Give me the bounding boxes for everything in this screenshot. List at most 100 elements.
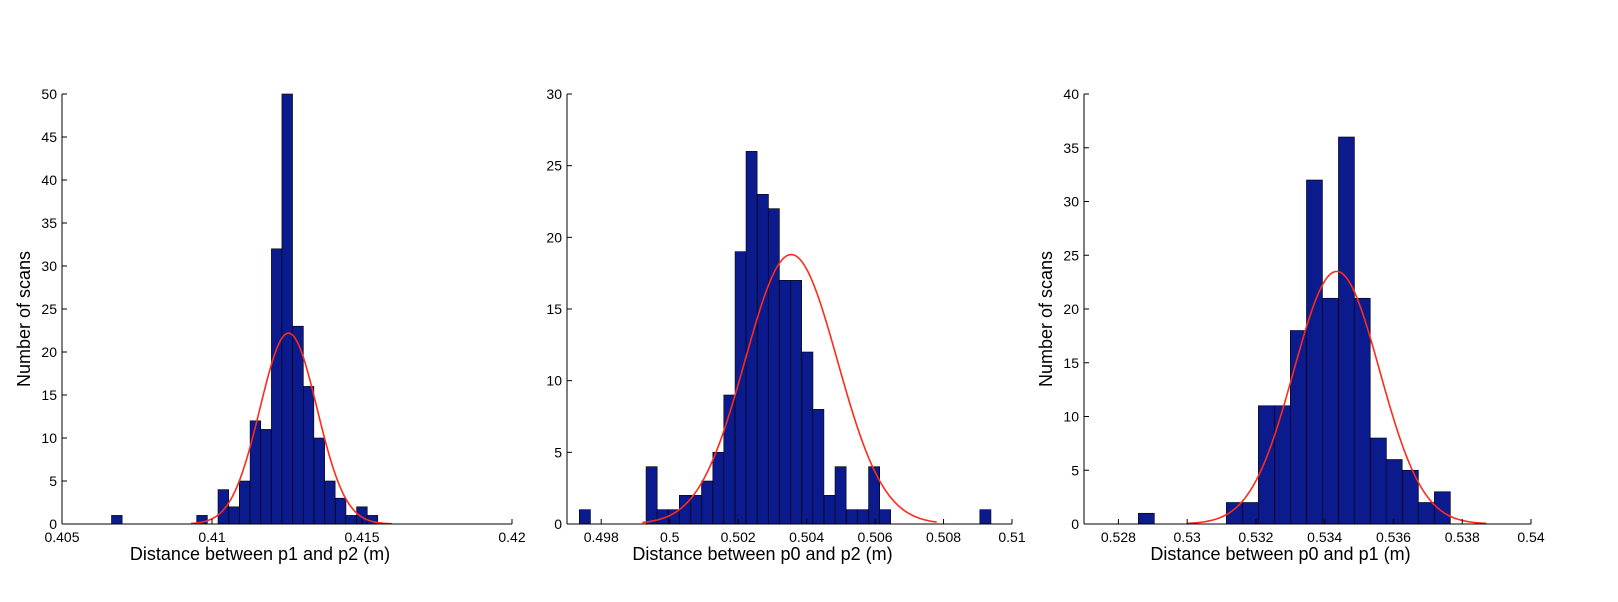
y-tick-label: 0 bbox=[554, 516, 562, 532]
histogram-bar bbox=[324, 480, 336, 525]
histogram-bar bbox=[345, 515, 357, 525]
y-tick-label: 5 bbox=[49, 473, 57, 489]
x-tick-label: 0.5 bbox=[660, 529, 680, 545]
y-tick-label: 20 bbox=[1063, 301, 1079, 317]
histogram-bar bbox=[334, 497, 347, 525]
histogram-bar bbox=[790, 280, 802, 525]
x-tick-label: 0.54 bbox=[1517, 529, 1544, 545]
histogram-bar bbox=[879, 509, 891, 525]
y-tick-label: 15 bbox=[41, 387, 57, 403]
x-tick-label: 0.508 bbox=[926, 529, 961, 545]
y-tick-label: 0 bbox=[1071, 516, 1079, 532]
y-tick-label: 30 bbox=[1063, 194, 1079, 210]
histogram-bar bbox=[979, 509, 992, 525]
histogram-panel-2: 0.498 0.5 0.502 0.504 0.506 0.508 0.51 0 5 10 15 20… bbox=[546, 86, 1025, 564]
x-tick-label: 0.51 bbox=[998, 529, 1025, 545]
y-tick-label: 25 bbox=[1063, 247, 1079, 263]
normal-fit-curve bbox=[642, 253, 937, 524]
histogram-bar bbox=[281, 93, 293, 525]
x-tick-label: 0.53 bbox=[1174, 529, 1201, 545]
x-tick-label: 0.536 bbox=[1376, 529, 1411, 545]
x-tick-label: 0.415 bbox=[344, 529, 379, 545]
histogram-bar bbox=[1370, 437, 1387, 525]
histogram-bar bbox=[228, 506, 240, 525]
histogram-bar bbox=[1385, 459, 1403, 525]
y-tick-label: 15 bbox=[546, 301, 562, 317]
x-tick-label: 0.504 bbox=[789, 529, 824, 545]
histogram-bar bbox=[823, 495, 836, 525]
histogram-bar bbox=[1290, 330, 1307, 525]
histogram-bar bbox=[767, 208, 780, 525]
histogram-bar bbox=[292, 325, 304, 525]
normal-fit-curve bbox=[1187, 270, 1487, 525]
x-tick-label: 0.498 bbox=[584, 529, 619, 545]
y-tick-label: 30 bbox=[546, 86, 562, 102]
histogram-bar bbox=[868, 466, 880, 525]
y-tick-label: 45 bbox=[41, 129, 57, 145]
y-tick-label: 25 bbox=[41, 301, 57, 317]
histogram-bar bbox=[217, 489, 229, 525]
y-tick-label: 20 bbox=[41, 344, 57, 360]
histogram-bar bbox=[834, 466, 847, 525]
histogram-bar bbox=[1338, 136, 1355, 525]
histogram-panel-1: 0.405 0.41 0.415 0.42 0 5 10 15 20 25 30 35 40 45 50 Di… bbox=[14, 86, 526, 564]
y-tick-label: 20 bbox=[546, 229, 562, 245]
histogram-bar bbox=[1306, 179, 1323, 525]
histogram-bar bbox=[239, 480, 251, 525]
x-tick-label: 0.538 bbox=[1445, 529, 1480, 545]
histogram-bar bbox=[712, 452, 725, 525]
y-tick-label: 10 bbox=[546, 373, 562, 389]
histogram-bar bbox=[678, 495, 691, 525]
histogram-bar bbox=[779, 280, 791, 525]
histogram-bar bbox=[801, 351, 814, 525]
x-tick-label: 0.42 bbox=[498, 529, 525, 545]
x-axis-label: Distance between p0 and p1 (m) bbox=[1150, 544, 1410, 564]
histogram-bar bbox=[249, 420, 262, 525]
histogram-bar bbox=[846, 509, 858, 525]
y-tick-label: 30 bbox=[41, 258, 57, 274]
y-tick-label: 25 bbox=[546, 158, 562, 174]
x-tick-label: 0.528 bbox=[1101, 529, 1136, 545]
histogram-bar bbox=[1417, 502, 1435, 525]
x-tick-label: 0.502 bbox=[721, 529, 756, 545]
y-tick-label: 15 bbox=[1063, 355, 1079, 371]
histogram-bar bbox=[1274, 405, 1291, 525]
histogram-bar bbox=[645, 466, 658, 525]
histogram-bar bbox=[690, 495, 702, 525]
histogram-bar bbox=[260, 429, 272, 525]
histogram-bar bbox=[111, 515, 123, 525]
y-axis-label: Number of scans bbox=[1036, 251, 1056, 387]
histogram-bar bbox=[302, 386, 315, 525]
y-tick-label: 5 bbox=[554, 444, 562, 460]
y-tick-label: 35 bbox=[1063, 140, 1079, 156]
x-tick-label: 0.532 bbox=[1238, 529, 1273, 545]
y-tick-label: 50 bbox=[41, 86, 57, 102]
histogram-bar bbox=[757, 194, 769, 525]
histogram-bar bbox=[1138, 512, 1155, 525]
x-axis-label: Distance between p1 and p2 (m) bbox=[130, 544, 390, 564]
histogram-bar bbox=[701, 480, 713, 525]
histogram-bar bbox=[1321, 297, 1339, 525]
y-tick-label: 10 bbox=[41, 430, 57, 446]
histogram-bar bbox=[313, 437, 325, 525]
y-tick-label: 10 bbox=[1063, 409, 1079, 425]
y-tick-label: 35 bbox=[41, 215, 57, 231]
histogram-bar bbox=[271, 248, 283, 525]
histogram-bar bbox=[812, 409, 825, 525]
x-tick-label: 0.506 bbox=[858, 529, 893, 545]
y-tick-label: 40 bbox=[41, 172, 57, 188]
y-axis-label: Number of scans bbox=[14, 251, 34, 387]
y-tick-label: 0 bbox=[49, 516, 57, 532]
x-tick-label: 0.41 bbox=[198, 529, 225, 545]
normal-fit-curve bbox=[190, 332, 393, 525]
y-tick-label: 40 bbox=[1063, 86, 1079, 102]
x-tick-label: 0.405 bbox=[44, 529, 79, 545]
histogram-bar bbox=[856, 509, 869, 525]
y-tick-label: 5 bbox=[1071, 462, 1079, 478]
x-tick-label: 0.534 bbox=[1307, 529, 1342, 545]
x-axis-label: Distance between p0 and p2 (m) bbox=[632, 544, 892, 564]
histogram-bar bbox=[1258, 405, 1275, 525]
histogram-panel-3: 0.528 0.53 0.532 0.534 0.536 0.538 0.54 0 5 10 15 2… bbox=[1036, 86, 1545, 564]
histogram-bar bbox=[579, 509, 591, 525]
